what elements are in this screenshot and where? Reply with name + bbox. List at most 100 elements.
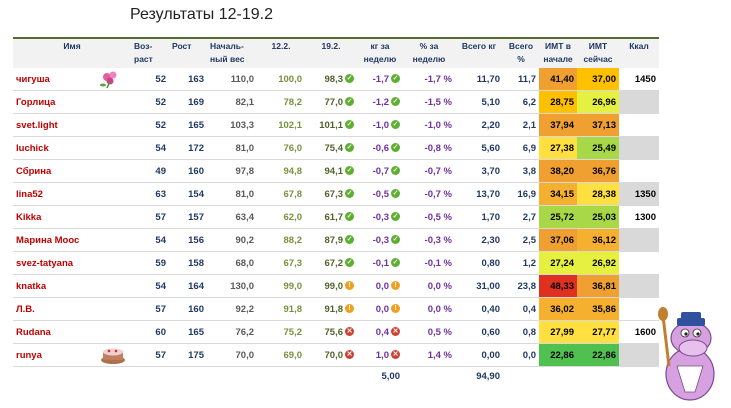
row-kg-week: -1,7 ✓ [357, 68, 403, 91]
row-kg-week: -0,7 ✓ [357, 159, 403, 183]
check-icon: ✓ [345, 74, 354, 84]
row-w19-value: 87,9 [324, 234, 344, 246]
header-name: Имя [13, 38, 131, 68]
row-name: Марина Моос [13, 228, 131, 252]
cross-icon: ✕ [345, 327, 354, 337]
table-row: svet.light 52 165 103,3 102,1 101,1 ✓ -1,0 ✓ -1,0… [13, 113, 659, 137]
table-row: knatka 54 164 130,0 99,0 99,0! 0,0! 0,0 % 31,00 2… [13, 274, 659, 298]
row-pct-week: 0,5 % [403, 320, 455, 344]
row-height: 165 [169, 113, 207, 137]
row-start-weight: 63,4 [207, 205, 257, 229]
row-total-kg: 0,00 [455, 343, 503, 367]
row-total-kg: 11,70 [455, 68, 503, 91]
row-height: 163 [169, 68, 207, 91]
hippo-mascot-image [658, 307, 715, 401]
row-total-kg: 0,60 [455, 320, 503, 344]
row-height: 165 [169, 320, 207, 344]
row-pct-week: 0,0 % [403, 297, 455, 321]
row-kcal [619, 274, 659, 298]
row-w19-value: 61,7 [324, 211, 344, 223]
row-w19-value: 77,0 [324, 96, 344, 108]
row-bmi-start: 48,33 [539, 274, 577, 298]
row-height: 160 [169, 159, 207, 183]
row-start-weight: 68,0 [207, 251, 257, 275]
row-w12: 69,0 [257, 343, 305, 367]
row-start-weight: 82,1 [207, 90, 257, 114]
check-icon: ✓ [391, 235, 400, 245]
row-total-pct: 2,5 [503, 228, 539, 252]
table-row: Сбрина 49 160 97,8 94,8 94,1 ✓ -0,7 ✓ -0,7 % 3,70 3… [13, 159, 659, 183]
row-w12: 99,0 [257, 274, 305, 298]
check-icon: ✓ [345, 258, 354, 268]
row-total-pct: 23,8 [503, 274, 539, 298]
row-height: 169 [169, 90, 207, 114]
row-kg-week: 0,0! [357, 297, 403, 321]
row-total-kg: 1,70 [455, 205, 503, 229]
row-name: Сбрина [13, 159, 131, 183]
row-bmi-start: 37,06 [539, 228, 577, 252]
row-kcal: 1300 [619, 205, 659, 229]
row-total-kg: 2,30 [455, 228, 503, 252]
row-pct-week: -0,1 % [403, 251, 455, 275]
row-age: 60 [131, 320, 169, 344]
warning-icon: ! [391, 304, 400, 314]
row-bmi-now: 25,49 [577, 136, 619, 160]
row-name: чигуша [13, 68, 131, 91]
row-w19-value: 75,4 [324, 142, 344, 154]
row-kcal [619, 113, 659, 137]
row-bmi-now: 35,86 [577, 297, 619, 321]
row-height: 157 [169, 205, 207, 229]
row-kg-value: -0,7 [372, 165, 389, 177]
row-age: 52 [131, 68, 169, 91]
row-kg-week: 0,0! [357, 274, 403, 298]
row-w19: 70,0 ✕ [305, 343, 357, 367]
row-pct-week: 0,0 % [403, 274, 455, 298]
row-start-weight: 110,0 [207, 68, 257, 91]
row-name: svez-tatyana [13, 251, 131, 275]
table-row: Л.В. 57 160 92,2 91,8 91,8! 0,0! 0,0 % 0,40 0,4 36… [13, 297, 659, 321]
row-pct-week: -0,3 % [403, 228, 455, 252]
row-kg-value: 0,0 [375, 303, 389, 315]
row-name-text: svet.light [16, 119, 58, 131]
row-start-weight: 70,0 [207, 343, 257, 367]
row-kg-value: -1,7 [372, 73, 389, 85]
table-row: luchick 54 172 81,0 76,0 75,4 ✓ -0,6 ✓ -0,8 % 5,60… [13, 136, 659, 160]
row-age: 54 [131, 136, 169, 160]
row-w12: 67,8 [257, 182, 305, 206]
check-icon: ✓ [391, 143, 400, 153]
table-row: svez-tatyana 59 158 68,0 67,3 67,2 ✓ -0,1 ✓ -0,1 … [13, 251, 659, 275]
row-name-text: Rudana [16, 326, 51, 338]
row-w19-value: 67,2 [324, 257, 344, 269]
row-kcal [619, 297, 659, 321]
row-total-kg: 5,60 [455, 136, 503, 160]
row-total-kg: 0,80 [455, 251, 503, 275]
header-kcal: Ккал [619, 38, 659, 68]
row-w19-value: 91,8 [324, 303, 344, 315]
row-bmi-start: 41,40 [539, 68, 577, 91]
row-bmi-now: 27,77 [577, 320, 619, 344]
row-age: 49 [131, 159, 169, 183]
row-kcal [619, 90, 659, 114]
row-kcal: 1350 [619, 182, 659, 206]
check-icon: ✓ [345, 212, 354, 222]
row-bmi-start: 25,72 [539, 205, 577, 229]
check-icon: ✓ [345, 166, 354, 176]
row-bmi-start: 27,24 [539, 251, 577, 275]
row-bmi-now: 36,81 [577, 274, 619, 298]
row-height: 164 [169, 274, 207, 298]
row-total-pct: 6,2 [503, 90, 539, 114]
row-w12: 102,1 [257, 113, 305, 137]
flower-icon [100, 71, 117, 89]
footer-total-kg: 94,90 [476, 370, 500, 382]
row-pct-week: -0,7 % [403, 182, 455, 206]
row-w19-value: 99,0 [324, 280, 344, 292]
row-age: 59 [131, 251, 169, 275]
row-w12: 67,3 [257, 251, 305, 275]
row-name: knatka [13, 274, 131, 298]
row-bmi-now: 37,13 [577, 113, 619, 137]
row-total-kg: 3,70 [455, 159, 503, 183]
row-pct-week: 1,4 % [403, 343, 455, 367]
row-total-pct: 16,9 [503, 182, 539, 206]
row-start-weight: 97,8 [207, 159, 257, 183]
table-row: Горлица 52 169 82,1 78,2 77,0 ✓ -1,2 ✓ -1,5 % 5,10… [13, 90, 659, 114]
